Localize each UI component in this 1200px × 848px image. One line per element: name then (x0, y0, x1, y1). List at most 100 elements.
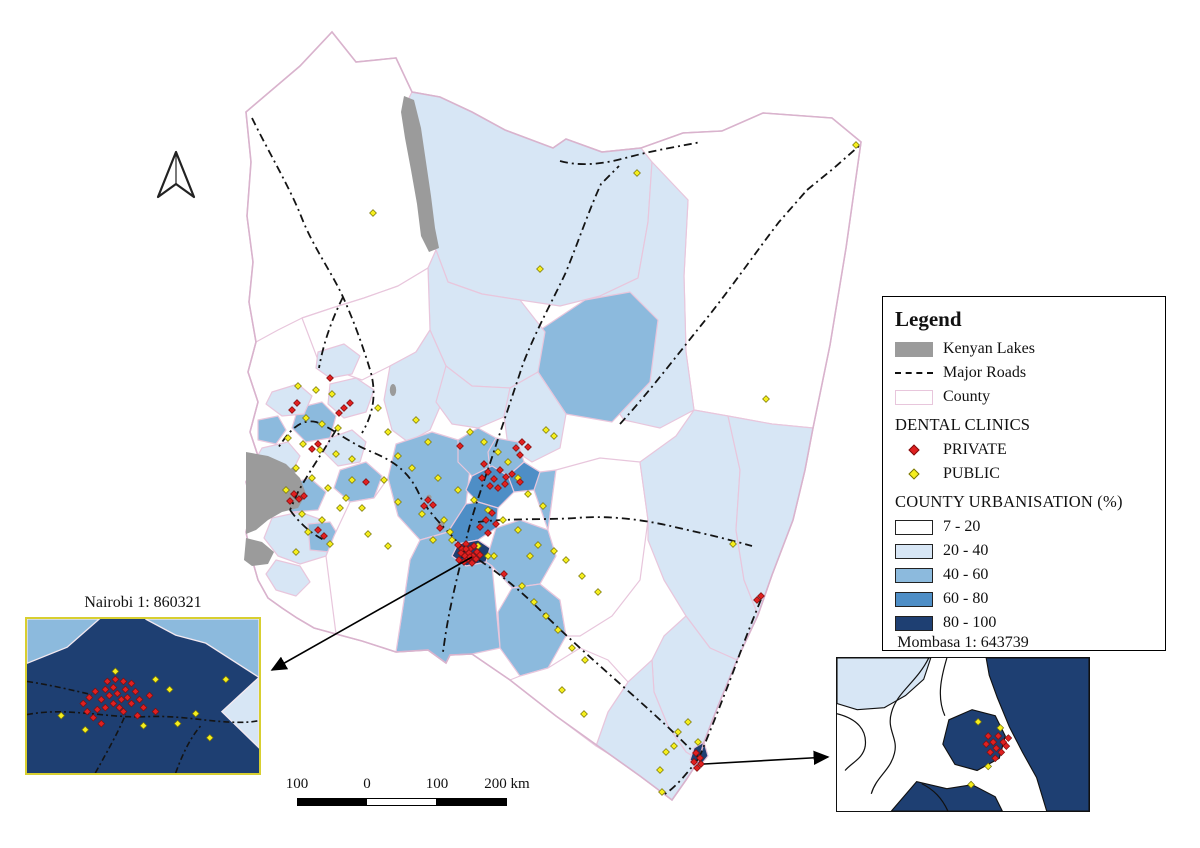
clinic-point (501, 480, 509, 488)
clinic-point (466, 428, 474, 436)
counties-layer (245, 31, 862, 801)
clinic-point (852, 141, 860, 149)
clinic-point (581, 656, 589, 664)
road-kisumu-south (289, 509, 325, 541)
clinic-point (436, 524, 444, 532)
road-ne-corner (806, 145, 860, 191)
clinic-point (292, 548, 300, 556)
clinic-point (508, 470, 516, 478)
clinic-point (282, 486, 290, 494)
clinics-heading: DENTAL CLINICS (895, 415, 1031, 434)
nairobi-inset-private-clinics (79, 675, 160, 728)
clinic-point (490, 552, 498, 560)
roads-swatch (895, 372, 933, 374)
county-nandi (323, 429, 367, 467)
clinic-point (472, 555, 480, 563)
clinic-point (580, 710, 588, 718)
clinic-point (500, 570, 508, 578)
clinic-point (424, 496, 432, 504)
lake-victoria (246, 452, 306, 534)
clinic-point (328, 390, 336, 398)
clinic-point (418, 510, 426, 518)
clinic-point (986, 748, 995, 757)
clinic-point (984, 732, 993, 740)
clinic-point (470, 496, 478, 504)
nairobi-inset-road-2 (94, 714, 127, 773)
clinic-point (57, 711, 65, 720)
nairobi-inset-map (25, 617, 261, 775)
clinic-point (127, 699, 136, 708)
clinic-point (516, 451, 524, 459)
clinic-point (380, 476, 388, 484)
scalebar-segment-1 (297, 798, 367, 806)
clinic-point (165, 685, 174, 694)
clinic-point (97, 719, 106, 728)
clinic-point (658, 788, 666, 796)
legend-item-private: PRIVATE (895, 441, 1153, 459)
nairobi-inset-public-clinics (57, 667, 230, 742)
scalebar-segment-2 (367, 798, 437, 806)
clinic-point (455, 556, 463, 564)
clinic-point (308, 474, 316, 482)
clinic-point (524, 490, 532, 498)
lake-turkana (401, 96, 439, 252)
clinic-point (994, 732, 1003, 740)
clinic-point (554, 626, 562, 634)
clinic-point (729, 540, 737, 548)
nairobi-inset-roads (27, 680, 259, 773)
road-a1-west (251, 117, 375, 434)
clinic-point (139, 703, 148, 712)
clinic-point (440, 516, 448, 524)
clinic-point (89, 713, 98, 722)
legend-item-roads: Major Roads (895, 364, 1153, 382)
class-2-label: 20 - 40 (943, 542, 989, 559)
clinic-point (346, 399, 354, 407)
clinic-point (320, 532, 328, 540)
clinic-point (119, 707, 128, 716)
mombasa-inset-private-clinics (982, 732, 1013, 763)
clinic-point (502, 473, 510, 481)
clinic-point (79, 699, 88, 708)
clinic-point (996, 724, 1005, 732)
clinic-point (454, 541, 462, 549)
lake-baringo (389, 384, 397, 396)
clinic-point (335, 409, 343, 417)
clinic-point (484, 529, 492, 537)
lakes-layer (244, 96, 445, 566)
road-coast-north (698, 596, 763, 759)
clinic-point (205, 733, 214, 742)
county-laikipia (435, 365, 511, 429)
clinic-point (693, 764, 701, 772)
clinic-point (539, 502, 547, 510)
clinic-point (412, 416, 420, 424)
clinic-point (1002, 742, 1011, 750)
clinic-point (81, 725, 90, 734)
clinic-point (332, 450, 340, 458)
clinic-point (568, 644, 576, 652)
legend-class-4: 60 - 80 (895, 590, 1153, 608)
clinic-point (362, 478, 370, 486)
clinic-point (989, 738, 998, 746)
mombasa-inset-svg (837, 658, 1089, 811)
clinic-point (518, 582, 526, 590)
clinic-point (466, 553, 474, 561)
scalebar-label-4: 200 km (484, 776, 530, 792)
nairobi-inset-county-ne (145, 619, 259, 679)
clinic-point (494, 484, 502, 492)
clinic-point (123, 693, 132, 702)
mombasa-inset-land-nw (837, 658, 932, 711)
clinic-point (109, 699, 118, 708)
class-4-swatch (895, 591, 933, 607)
callout-arrows (270, 556, 830, 766)
clinic-point (173, 719, 182, 728)
nairobi-inset-svg (27, 619, 259, 773)
clinic-point (753, 596, 761, 604)
clinic-point (496, 466, 504, 474)
nairobi-inset-road-4 (27, 680, 92, 696)
county-narok (325, 477, 421, 653)
clinic-point (151, 707, 160, 716)
clinic-point (550, 547, 558, 555)
clinic-point (318, 516, 326, 524)
clinic-point (374, 404, 382, 412)
